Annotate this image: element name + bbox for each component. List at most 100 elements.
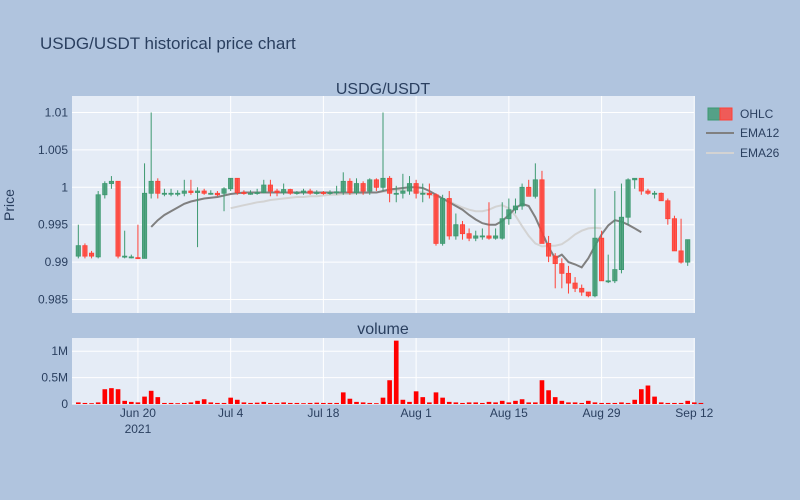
candle-body: [632, 177, 638, 181]
volume-bar: [354, 401, 359, 404]
volume-bar: [433, 392, 439, 404]
volume-bar: [188, 402, 194, 404]
candle-increasing: [208, 190, 214, 195]
candle-increasing: [499, 202, 505, 240]
candle-body: [148, 180, 154, 194]
volume-bar: [453, 402, 459, 404]
volume-bar: [665, 402, 671, 404]
candle-body: [373, 179, 379, 188]
volume-bar: [287, 402, 293, 404]
candle-increasing: [420, 183, 426, 203]
candle-body: [459, 224, 466, 235]
x-tick-label: Aug 29: [583, 406, 621, 420]
candle-body: [221, 188, 227, 194]
volume-bar: [393, 340, 399, 404]
candle-body: [420, 192, 426, 195]
candle-body: [565, 272, 572, 284]
candle-body: [493, 235, 499, 239]
candle-increasing: [380, 112, 386, 192]
volume-bar: [215, 402, 220, 404]
volume-bar: [374, 403, 379, 405]
candle-increasing: [175, 190, 181, 197]
candle-increasing: [75, 224, 81, 259]
candle-body: [539, 179, 545, 244]
candle-body: [108, 180, 114, 184]
candle-body: [347, 180, 353, 193]
candle-increasing: [400, 173, 406, 199]
legend-item-ema26[interactable]: EMA26: [706, 146, 780, 160]
volume-bar: [234, 399, 240, 404]
candle-body: [135, 257, 141, 260]
candle-decreasing: [539, 170, 545, 244]
candle-body: [486, 235, 492, 239]
candle-increasing: [194, 187, 201, 248]
candle-increasing: [519, 183, 525, 210]
candle-body: [512, 205, 519, 211]
volume-bar: [380, 397, 386, 404]
candle-increasing: [108, 176, 114, 189]
candle-decreasing: [678, 218, 684, 264]
volume-bar: [241, 402, 247, 404]
x-tick-label: 2021: [125, 422, 152, 436]
volume-bar: [440, 397, 445, 404]
candle-body: [228, 177, 234, 190]
volume-bar: [486, 401, 492, 404]
price-y-tick-label: 1.005: [38, 143, 68, 157]
volume-bar: [566, 402, 571, 404]
candle-increasing: [532, 163, 538, 199]
volume-bar: [407, 401, 412, 404]
candle-body: [274, 190, 280, 193]
volume-y-tick-label: 1M: [51, 344, 68, 358]
x-tick-label: Jun 20: [120, 406, 156, 420]
volume-bar: [579, 402, 585, 404]
legend-item-ohlc[interactable]: OHLC: [707, 107, 774, 121]
legend-item-ema12[interactable]: EMA12: [706, 126, 780, 140]
candle-increasing: [327, 190, 333, 195]
price-subplot-title: USDG/USDT: [336, 81, 430, 98]
volume-panel: 0 0.5M 1M volume Jun 20 2021 Jul 4 Jul 18 Aug …: [41, 321, 713, 436]
candle-increasing: [479, 228, 485, 240]
price-y-ticks: 0.985 0.99 0.995 1 1.005 1.01: [38, 105, 68, 306]
candle-decreasing: [446, 191, 452, 240]
volume-bar: [142, 396, 147, 404]
volume-bar: [427, 402, 432, 404]
candle-decreasing: [115, 180, 121, 259]
volume-bar: [460, 402, 465, 404]
candle-increasing: [440, 194, 446, 246]
candle-body: [638, 177, 644, 192]
candle-decreasing: [201, 188, 207, 195]
candle-decreasing: [658, 192, 664, 202]
candle-increasing: [261, 179, 267, 194]
candle-decreasing: [320, 191, 326, 195]
volume-bar: [82, 402, 88, 404]
volume-y-tick-label: 0.5M: [41, 371, 68, 385]
candle-body: [320, 192, 326, 194]
volume-bar: [691, 402, 697, 404]
legend[interactable]: OHLC EMA12 EMA26: [706, 107, 780, 160]
volume-bar: [122, 400, 127, 404]
candle-increasing: [141, 163, 148, 259]
candle-body: [75, 245, 81, 257]
candle-body: [241, 192, 247, 194]
page-title: USDG/USDT historical price chart: [40, 34, 296, 53]
candle-body: [234, 177, 240, 193]
candle-body: [532, 179, 538, 197]
volume-bar: [506, 402, 512, 404]
candle-increasing: [406, 176, 413, 195]
candle-body: [122, 255, 128, 258]
volume-bar: [254, 402, 260, 404]
volume-bar: [274, 402, 280, 404]
candle-increasing: [161, 188, 167, 197]
candle-body: [625, 179, 631, 218]
candle-decreasing: [671, 215, 677, 252]
volume-subplot-title: volume: [357, 321, 409, 338]
candle-body: [287, 189, 293, 194]
volume-bar: [533, 402, 538, 404]
candle-body: [82, 245, 88, 257]
candle-increasing: [247, 190, 254, 195]
candle-decreasing: [274, 188, 280, 197]
candle-body: [585, 291, 591, 297]
candle-body: [466, 233, 472, 239]
candle-body: [519, 186, 525, 207]
